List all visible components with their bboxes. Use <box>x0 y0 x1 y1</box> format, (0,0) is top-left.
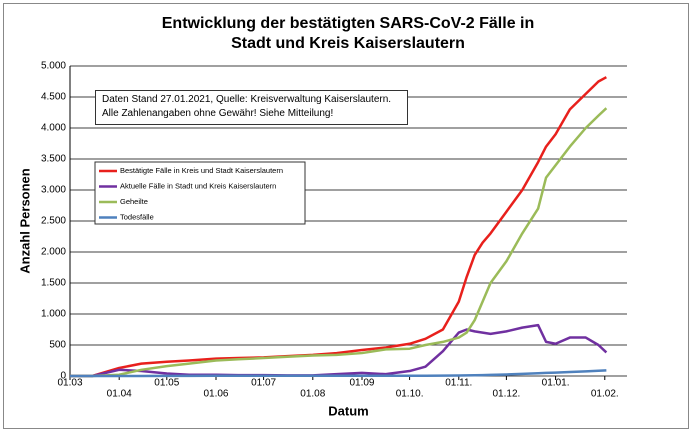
y-tick-label: 3.500 <box>41 154 66 165</box>
x-tick-label: 01.06 <box>203 389 228 400</box>
y-tick-label: 3.000 <box>41 185 66 196</box>
y-tick-label: 1.000 <box>41 309 66 320</box>
frame <box>3 3 689 429</box>
legend-label: Aktuelle Fälle in Stadt und Kreis Kaiser… <box>120 181 276 190</box>
series-line <box>70 107 608 378</box>
y-tick-label: 1.500 <box>41 278 66 289</box>
y-tick-label: 5.000 <box>41 61 66 72</box>
y-tick-label: 4.500 <box>41 92 66 103</box>
y-axis-label: Anzahl Personen <box>17 168 32 274</box>
x-tick-label: 01.04 <box>107 389 132 400</box>
x-tick-label: 01.02. <box>591 389 619 400</box>
legend-box <box>94 161 306 225</box>
y-tick-label: 0 <box>60 371 66 382</box>
y-tick-label: 2.000 <box>41 247 66 258</box>
y-tick-label: 2.500 <box>41 216 66 227</box>
x-tick-label: 01.08 <box>300 389 325 400</box>
x-axis-label: Datum <box>328 403 368 418</box>
series-line <box>70 369 607 378</box>
x-tick-label: 01.01. <box>542 378 570 389</box>
y-tick-label: 4.000 <box>41 123 66 134</box>
y-tick-label: 500 <box>49 340 66 351</box>
x-tick-label: 01.07 <box>251 378 276 389</box>
x-tick-label: 01.03 <box>57 378 82 389</box>
x-tick-label: 01.12. <box>492 389 520 400</box>
x-tick-label: 01.10. <box>396 389 424 400</box>
legend-label: Todesfälle <box>120 212 154 221</box>
chart-title: Entwicklung der bestätigten SARS-CoV-2 F… <box>161 15 535 52</box>
series-line <box>70 76 607 378</box>
x-tick-label: 01.11. <box>445 378 472 389</box>
x-tick-label: 01.09 <box>349 378 374 389</box>
legend-label: Geheilte <box>120 197 148 206</box>
annotation: Daten Stand 27.01.2021, Quelle: Kreisver… <box>95 90 408 125</box>
legend-label: Bestätigte Fälle in Kreis und Stadt Kais… <box>120 166 283 175</box>
x-tick-label: 01.05 <box>154 378 179 389</box>
